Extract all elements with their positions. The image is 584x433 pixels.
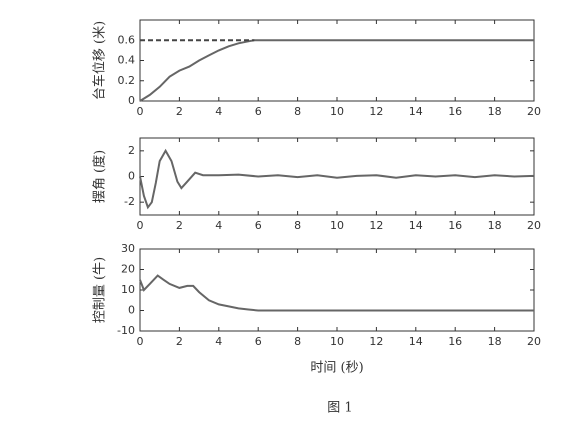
x-tick-label: 2	[176, 219, 183, 232]
x-tick-label: 16	[448, 105, 462, 118]
axes-box	[139, 248, 535, 332]
x-tick-label: 12	[369, 105, 383, 118]
x-tick-label: 18	[488, 219, 502, 232]
y-tick-label: 0.6	[118, 33, 136, 46]
x-tick-label: 18	[488, 105, 502, 118]
y-tick-label: 20	[121, 263, 135, 276]
x-tick-label: 10	[330, 219, 344, 232]
x-tick-label: 4	[215, 335, 222, 348]
x-axis-label: 时间 (秒)	[310, 361, 363, 376]
x-tick-label: 8	[294, 219, 301, 232]
data-line	[139, 39, 534, 102]
figure-caption: 图 1	[327, 401, 352, 416]
y-tick-label: -2	[124, 195, 135, 208]
x-tick-label: 14	[409, 219, 423, 232]
y-tick-label: 10	[121, 283, 135, 296]
x-tick-label: 8	[294, 335, 301, 348]
x-tick-label: 10	[330, 105, 344, 118]
y-tick-label: 0.4	[118, 54, 136, 67]
x-tick-label: 8	[294, 105, 301, 118]
x-tick-label: 16	[448, 219, 462, 232]
y-tick-label: 30	[121, 242, 135, 255]
y-axis-label: 控制量 (牛)	[93, 257, 108, 323]
x-tick-label: 4	[215, 219, 222, 232]
x-tick-label: 6	[255, 335, 262, 348]
y-tick-label: 0	[128, 304, 135, 317]
x-tick-label: 10	[330, 335, 344, 348]
y-axis-label: 摆角 (度)	[92, 150, 108, 203]
y-tick-label: 2	[128, 144, 135, 157]
x-tick-label: 16	[448, 335, 462, 348]
x-tick-label: 18	[488, 335, 502, 348]
x-tick-label: 14	[409, 105, 423, 118]
x-tick-label: 2	[176, 105, 183, 118]
x-tick-label: 4	[215, 105, 222, 118]
y-tick-label: 0	[128, 170, 135, 183]
data-line	[139, 148, 535, 210]
x-tick-label: 2	[176, 335, 183, 348]
y-tick-label: -10	[117, 324, 135, 337]
x-tick-label: 12	[369, 335, 383, 348]
x-tick-label: 20	[527, 219, 541, 232]
x-tick-label: 20	[527, 335, 541, 348]
data-line	[139, 274, 534, 312]
x-tick-label: 14	[409, 335, 423, 348]
x-tick-label: 0	[137, 335, 144, 348]
y-tick-label: 0.2	[118, 74, 136, 87]
x-tick-label: 20	[527, 105, 541, 118]
y-axis-label: 台车位移 (米)	[92, 21, 108, 100]
x-tick-label: 12	[369, 219, 383, 232]
x-tick-label: 6	[255, 105, 262, 118]
y-tick-label: 0	[128, 94, 135, 107]
x-tick-label: 0	[137, 105, 144, 118]
x-tick-label: 6	[255, 219, 262, 232]
x-tick-label: 0	[137, 219, 144, 232]
